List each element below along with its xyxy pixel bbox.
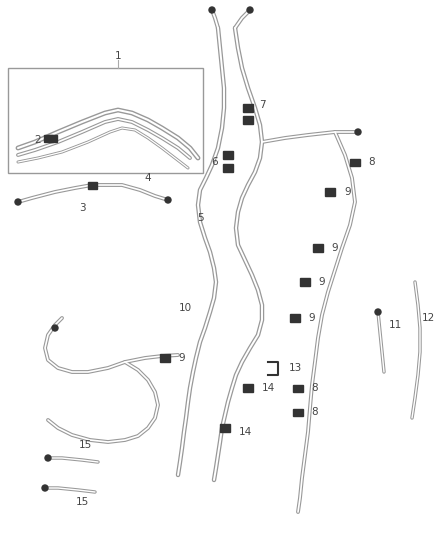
Text: 11: 11	[389, 320, 402, 330]
Bar	[243, 104, 253, 112]
Text: 9: 9	[319, 277, 325, 287]
Bar	[325, 188, 335, 196]
Bar	[43, 134, 53, 141]
Text: 9: 9	[345, 187, 351, 197]
Bar	[223, 151, 233, 159]
Circle shape	[209, 7, 215, 13]
Text: 9: 9	[332, 243, 338, 253]
Text: 3: 3	[79, 203, 85, 213]
Text: 13: 13	[288, 363, 302, 373]
Circle shape	[52, 325, 58, 331]
Text: 9: 9	[309, 313, 315, 323]
Circle shape	[165, 197, 171, 203]
Text: 4: 4	[145, 173, 151, 183]
Circle shape	[15, 199, 21, 205]
Bar	[160, 354, 170, 362]
Text: 5: 5	[197, 213, 203, 223]
Bar	[8, 68, 203, 173]
Bar	[293, 408, 303, 416]
Bar	[243, 384, 253, 392]
Circle shape	[42, 485, 48, 491]
Text: 10: 10	[178, 303, 191, 313]
Text: 6: 6	[212, 157, 218, 167]
Text: 8: 8	[312, 383, 318, 393]
Text: 7: 7	[259, 100, 265, 110]
Text: 15: 15	[78, 440, 92, 450]
Text: 8: 8	[312, 407, 318, 417]
Circle shape	[247, 7, 253, 13]
Bar	[220, 424, 230, 432]
Bar	[88, 182, 96, 189]
Bar	[300, 278, 310, 286]
Bar	[47, 134, 57, 141]
Bar	[350, 158, 360, 166]
Text: 15: 15	[75, 497, 88, 507]
Bar	[290, 314, 300, 322]
Text: 14: 14	[238, 427, 251, 437]
Text: 2: 2	[35, 135, 41, 145]
Circle shape	[375, 309, 381, 315]
Text: 8: 8	[369, 157, 375, 167]
Bar	[313, 244, 323, 252]
Text: 14: 14	[261, 383, 275, 393]
Bar	[243, 116, 253, 124]
Text: 12: 12	[421, 313, 434, 323]
Circle shape	[45, 455, 51, 461]
Text: 1: 1	[115, 51, 121, 61]
Bar	[293, 384, 303, 392]
Bar	[223, 164, 233, 172]
Text: 9: 9	[179, 353, 185, 363]
Circle shape	[355, 129, 361, 135]
